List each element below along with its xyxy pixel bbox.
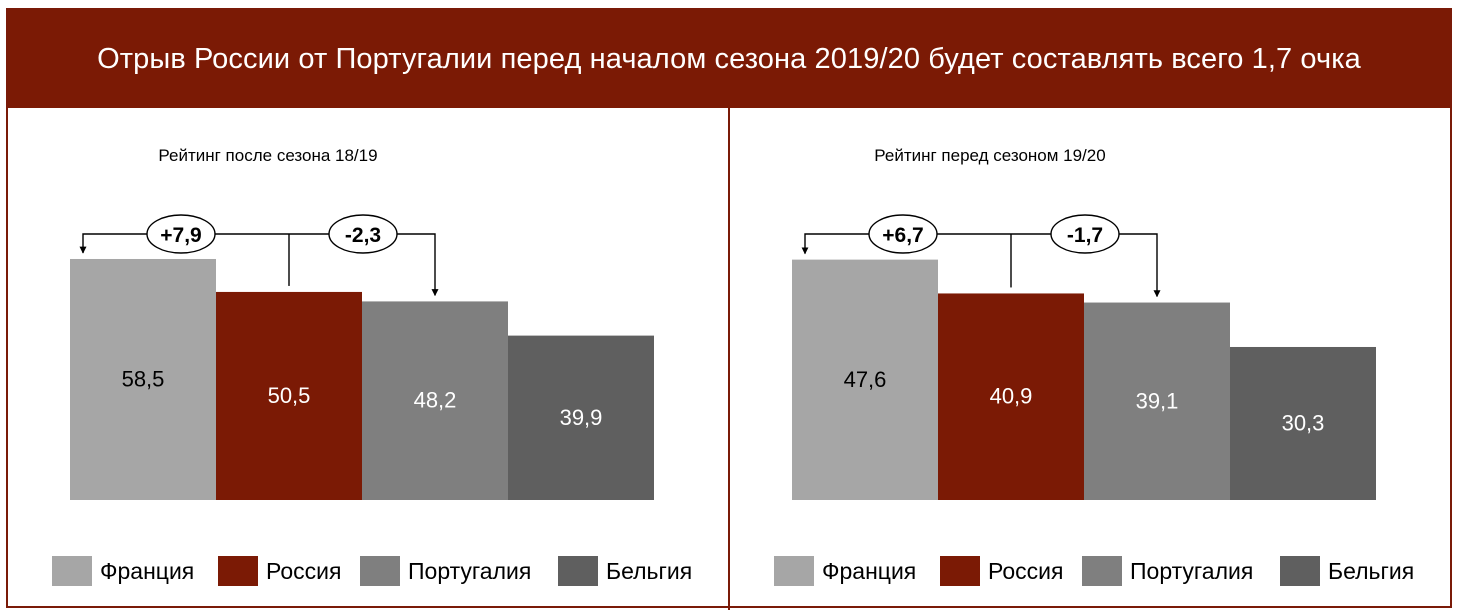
chart-1-value-label-france: 58,5 (122, 366, 165, 391)
chart-2-value-label-portugal: 39,1 (1136, 388, 1179, 413)
chart-2-annotation-bubble-2 (1050, 214, 1120, 254)
page-title: Отрыв России от Португалии перед началом… (8, 10, 1450, 108)
chart-1-legend-swatch-france (52, 556, 92, 586)
chart-right-svg: Рейтинг перед сезоном 19/20 47,6 40,9 39,1 3… (774, 146, 1414, 586)
chart-2-legend-swatch-russia (940, 556, 980, 586)
chart-2-bar-russia (938, 293, 1084, 500)
chart-2-bar-portugal (1084, 302, 1230, 500)
chart-2-title: Рейтинг перед сезоном 19/20 (874, 146, 1105, 165)
chart-2-value-label-russia: 40,9 (990, 384, 1033, 409)
chart-2-legend-swatch-france (774, 556, 814, 586)
chart-2-annotation-bubble-1 (868, 214, 938, 254)
chart-1-bar-france (70, 258, 216, 500)
chart-1-annotation-label-1: +7,9 (160, 224, 201, 247)
chart-1-value-label-portugal: 48,2 (414, 388, 457, 413)
chart-1-annotation-bubble-2 (328, 214, 398, 254)
chart-2-legend-swatch-belgium (1280, 556, 1320, 586)
chart-2-legend-swatch-portugal (1082, 556, 1122, 586)
chart-1-annotation-bubble-1 (146, 214, 216, 254)
chart-1-bar-russia (216, 291, 362, 500)
chart-1-legend-swatch-russia (218, 556, 258, 586)
chart-2-arrow-france (801, 233, 1011, 255)
chart-2-legend-label-russia: Россия (988, 558, 1063, 584)
chart-panel-right: Рейтинг перед сезоном 19/20 47,6 40,9 39,1 3… (730, 108, 1448, 608)
chart-1-legend-label-france: Франция (100, 558, 194, 584)
chart-1-legend-label-belgium: Бельгия (606, 558, 692, 584)
chart-1-legend-swatch-belgium (558, 556, 598, 586)
chart-2-bar-france (792, 259, 938, 500)
chart-1-title: Рейтинг после сезона 18/19 (158, 146, 377, 165)
chart-left-svg: Рейтинг после сезона 18/19 58,5 50,5 48,2 39… (52, 146, 692, 586)
chart-1-legend-label-russia: Россия (266, 558, 341, 584)
chart-1-value-label-russia: 50,5 (268, 383, 311, 408)
chart-1-arrow-france (79, 233, 289, 254)
chart-2-value-label-belgium: 30,3 (1282, 410, 1325, 435)
chart-2-legend-label-france: Франция (822, 558, 916, 584)
chart-2-annotation-label-1: +6,7 (882, 224, 923, 247)
chart-2-annotation-label-2: -1,7 (1067, 224, 1103, 247)
chart-2-value-label-france: 47,6 (844, 367, 887, 392)
chart-1-legend-swatch-portugal (360, 556, 400, 586)
chart-panel-left: Рейтинг после сезона 18/19 58,5 50,5 48,2 39… (8, 108, 726, 608)
chart-1-bar-belgium (508, 335, 654, 500)
chart-2-bar-belgium (1230, 346, 1376, 500)
chart-1-annotation-label-2: -2,3 (345, 224, 381, 247)
panel-divider (728, 108, 730, 610)
chart-1-bar-portugal (362, 301, 508, 500)
chart-1-legend-label-portugal: Португалия (408, 558, 531, 584)
chart-2-legend-label-belgium: Бельгия (1328, 558, 1414, 584)
chart-frame: Отрыв России от Португалии перед началом… (6, 8, 1452, 610)
chart-1-value-label-belgium: 39,9 (560, 405, 603, 430)
chart-2-legend-label-portugal: Португалия (1130, 558, 1253, 584)
